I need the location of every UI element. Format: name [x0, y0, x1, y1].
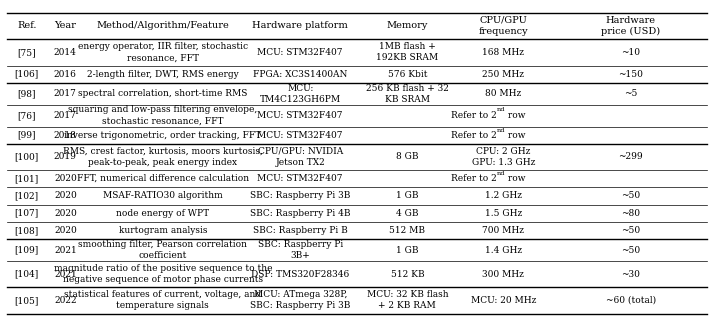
Text: 300 MHz: 300 MHz [483, 269, 524, 278]
Text: 2-length filter, DWT, RMS energy: 2-length filter, DWT, RMS energy [87, 70, 238, 79]
Text: Refer to 2: Refer to 2 [451, 111, 497, 120]
Text: Method/Algorithm/Feature: Method/Algorithm/Feature [96, 21, 229, 30]
Text: [106]: [106] [15, 70, 39, 79]
Text: Year: Year [54, 21, 76, 30]
Text: CPU/GPU: NVIDIA
Jetson TX2: CPU/GPU: NVIDIA Jetson TX2 [258, 147, 343, 167]
Text: FFT, numerical difference calculation: FFT, numerical difference calculation [76, 174, 249, 183]
Text: MCU: STM32F407: MCU: STM32F407 [258, 48, 343, 57]
Text: 512 MB: 512 MB [389, 226, 426, 235]
Text: 2021: 2021 [54, 269, 76, 278]
Text: 4 GB: 4 GB [396, 209, 418, 218]
Text: [108]: [108] [15, 226, 39, 235]
Text: Hardware
price (USD): Hardware price (USD) [601, 16, 660, 36]
Text: ~60 (total): ~60 (total) [605, 296, 656, 305]
Text: CPU/GPU
frequency: CPU/GPU frequency [478, 16, 528, 36]
Text: 2020: 2020 [54, 174, 76, 183]
Text: MCU: STM32F407: MCU: STM32F407 [258, 111, 343, 120]
Text: 1MB flash +
192KB SRAM: 1MB flash + 192KB SRAM [376, 42, 438, 62]
Text: node energy of WPT: node energy of WPT [116, 209, 209, 218]
Text: ~30: ~30 [621, 269, 640, 278]
Text: MCU: 20 MHz: MCU: 20 MHz [471, 296, 536, 305]
Text: SBC: Raspberry Pi 3B: SBC: Raspberry Pi 3B [250, 191, 351, 200]
Text: Hardware platform: Hardware platform [252, 21, 348, 30]
Text: 80 MHz: 80 MHz [486, 89, 521, 98]
Text: 2020: 2020 [54, 226, 76, 235]
Text: ~150: ~150 [618, 70, 643, 79]
Text: [76]: [76] [18, 111, 36, 120]
Text: ~80: ~80 [621, 209, 640, 218]
Text: MCU: 32 KB flash
+ 2 KB RAM: MCU: 32 KB flash + 2 KB RAM [366, 290, 448, 310]
Text: SBC: Raspberry Pi
3B+: SBC: Raspberry Pi 3B+ [258, 240, 343, 260]
Text: ~50: ~50 [621, 245, 640, 254]
Text: 512 KB: 512 KB [391, 269, 424, 278]
Text: 2019: 2019 [54, 152, 77, 161]
Text: Ref.: Ref. [17, 21, 36, 30]
Text: kurtogram analysis: kurtogram analysis [119, 226, 207, 235]
Text: 250 MHz: 250 MHz [483, 70, 524, 79]
Text: inverse trigonometric, order tracking, FFT: inverse trigonometric, order tracking, F… [64, 131, 261, 140]
Text: magnitude ratio of the positive sequence to the
negative sequence of motor phase: magnitude ratio of the positive sequence… [54, 264, 272, 284]
Text: SBC: Raspberry Pi B: SBC: Raspberry Pi B [253, 226, 348, 235]
Text: squaring and low-pass filtering envelope,
stochastic resonance, FFT: squaring and low-pass filtering envelope… [68, 106, 258, 125]
Text: nd: nd [497, 107, 506, 112]
Text: 576 Kbit: 576 Kbit [388, 70, 427, 79]
Text: nd: nd [497, 171, 506, 176]
Text: ~5: ~5 [624, 89, 638, 98]
Text: 1 GB: 1 GB [396, 245, 418, 254]
Text: MSAF-RATIO30 algorithm: MSAF-RATIO30 algorithm [103, 191, 223, 200]
Text: MCU:
TM4C123GH6PM: MCU: TM4C123GH6PM [260, 84, 341, 104]
Text: 2022: 2022 [54, 296, 76, 305]
Text: statistical features of current, voltage, and
temperature signals: statistical features of current, voltage… [64, 290, 261, 310]
Text: [105]: [105] [14, 296, 39, 305]
Text: 2020: 2020 [54, 209, 76, 218]
Text: 1.2 GHz: 1.2 GHz [485, 191, 522, 200]
Text: [102]: [102] [15, 191, 39, 200]
Text: 168 MHz: 168 MHz [483, 48, 524, 57]
Text: 2016: 2016 [54, 70, 77, 79]
Text: 8 GB: 8 GB [396, 152, 418, 161]
Text: [98]: [98] [18, 89, 36, 98]
Text: 1.4 GHz: 1.4 GHz [485, 245, 522, 254]
Text: 700 MHz: 700 MHz [483, 226, 524, 235]
Text: DSP: TMS320F28346: DSP: TMS320F28346 [251, 269, 349, 278]
Text: ~10: ~10 [621, 48, 640, 57]
Text: CPU: 2 GHz
GPU: 1.3 GHz: CPU: 2 GHz GPU: 1.3 GHz [472, 147, 535, 167]
Text: RMS, crest factor, kurtosis, moors kurtosis,
peak-to-peak, peak energy index: RMS, crest factor, kurtosis, moors kurto… [63, 147, 263, 167]
Text: row: row [505, 111, 526, 120]
Text: nd: nd [497, 128, 506, 133]
Text: 2020: 2020 [54, 191, 76, 200]
Text: 2017: 2017 [54, 89, 77, 98]
Text: smoothing filter, Pearson correlation
coefficient: smoothing filter, Pearson correlation co… [79, 240, 247, 260]
Text: Refer to 2: Refer to 2 [451, 174, 497, 183]
Text: 2014: 2014 [54, 48, 77, 57]
Text: [99]: [99] [18, 131, 36, 140]
Text: row: row [505, 131, 526, 140]
Text: ~50: ~50 [621, 226, 640, 235]
Text: 2017: 2017 [54, 111, 77, 120]
Text: [75]: [75] [17, 48, 36, 57]
Text: Memory: Memory [387, 21, 428, 30]
Text: [104]: [104] [15, 269, 39, 278]
Text: [109]: [109] [15, 245, 39, 254]
Text: SBC: Raspberry Pi 4B: SBC: Raspberry Pi 4B [250, 209, 351, 218]
Text: MCU: STM32F407: MCU: STM32F407 [258, 174, 343, 183]
Text: [107]: [107] [15, 209, 39, 218]
Text: row: row [505, 174, 526, 183]
Text: 256 KB flash + 32
KB SRAM: 256 KB flash + 32 KB SRAM [366, 84, 449, 104]
Text: energy operator, IIR filter, stochastic
resonance, FFT: energy operator, IIR filter, stochastic … [78, 42, 248, 62]
Text: 2021: 2021 [54, 245, 76, 254]
Text: MCU: ATmega 328P,
SBC: Raspberry Pi 3B: MCU: ATmega 328P, SBC: Raspberry Pi 3B [250, 290, 351, 310]
Text: ~50: ~50 [621, 191, 640, 200]
Text: [101]: [101] [15, 174, 39, 183]
Text: [100]: [100] [15, 152, 39, 161]
Text: spectral correlation, short-time RMS: spectral correlation, short-time RMS [78, 89, 248, 98]
Text: 1.5 GHz: 1.5 GHz [485, 209, 522, 218]
Text: MCU: STM32F407: MCU: STM32F407 [258, 131, 343, 140]
Text: 2018: 2018 [54, 131, 77, 140]
Text: FPGA: XC3S1400AN: FPGA: XC3S1400AN [253, 70, 348, 79]
Text: Refer to 2: Refer to 2 [451, 131, 497, 140]
Text: 1 GB: 1 GB [396, 191, 418, 200]
Text: ~299: ~299 [618, 152, 643, 161]
